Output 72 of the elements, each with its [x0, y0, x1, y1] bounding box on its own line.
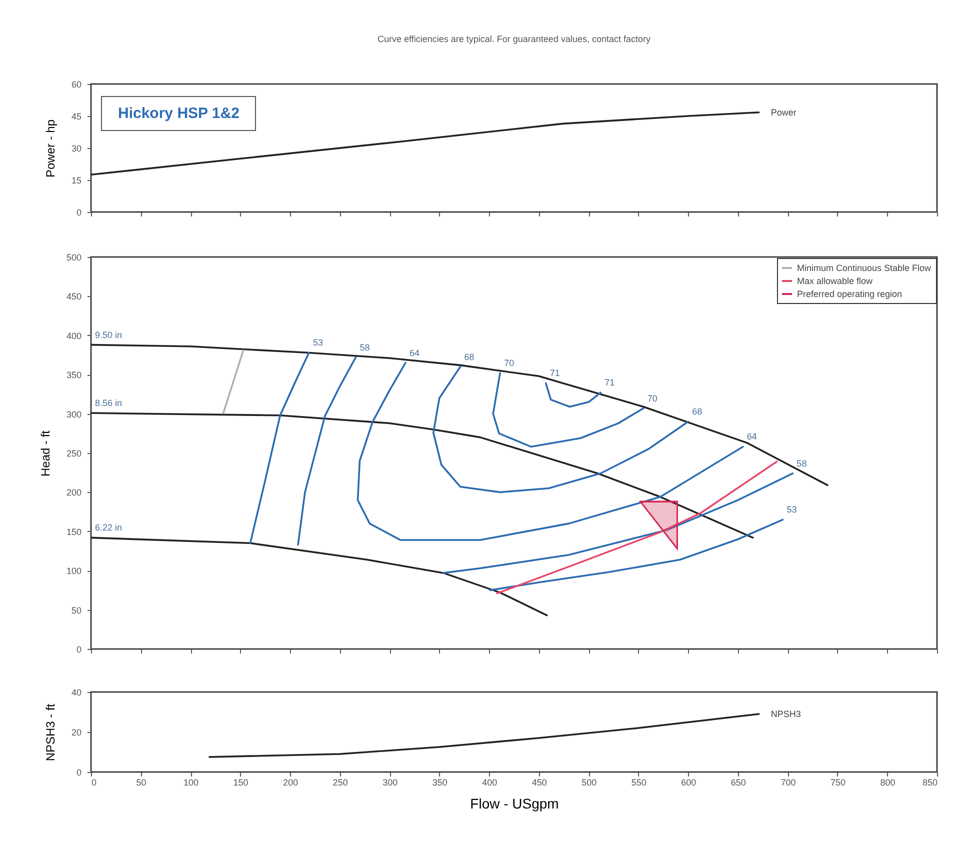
y-axis-title: Power - hp [43, 119, 58, 178]
y-tick-label: 250 [66, 448, 82, 458]
line-series [544, 382, 602, 408]
y-tick-label: 100 [66, 566, 82, 576]
y-tick-label: 0 [76, 644, 82, 654]
y-tick-label: 45 [71, 112, 82, 122]
line-series [297, 356, 357, 546]
x-tick-label: 650 [730, 778, 746, 788]
x-tick-label: 100 [184, 778, 199, 788]
y-tick-label: 200 [66, 488, 82, 498]
x-tick-label: 450 [532, 778, 547, 788]
annotation: 68 [464, 352, 474, 362]
y-tick-label: 40 [71, 688, 82, 698]
x-tick-label: 600 [681, 778, 696, 788]
annotation: 53 [312, 338, 323, 348]
x-tick-label: 0 [92, 778, 97, 788]
text-box: Hickory HSP 1&2 [101, 96, 256, 131]
line-series [356, 362, 744, 541]
annotation: 70 [504, 358, 514, 368]
annotation: 64 [746, 432, 757, 442]
annotation: 64 [410, 348, 420, 358]
line-series [249, 352, 310, 544]
y-axis-title: Head - ft [38, 430, 52, 477]
y-tick-label: 60 [71, 80, 82, 90]
line-series [208, 713, 760, 758]
y-tick-label: 50 [71, 605, 82, 616]
x-tick-label: 550 [631, 778, 646, 788]
y-tick-label: 450 [66, 292, 82, 302]
annotation: 58 [796, 458, 807, 468]
annotation: 6.22 in [95, 522, 122, 533]
annotation: 58 [360, 342, 370, 352]
y-axis-title: NPSH3 - ft [43, 703, 58, 762]
legend-label: Max allowable flow [797, 276, 874, 286]
line-series [432, 366, 690, 494]
line-series [489, 518, 784, 592]
x-axis-title: Flow - USgpm [470, 796, 559, 812]
x-tick-label: 750 [830, 778, 846, 788]
annotation: 53 [786, 504, 797, 515]
x-tick-label: 150 [233, 778, 248, 788]
x-tick-label: 700 [780, 778, 796, 788]
y-tick-label: 500 [66, 252, 82, 262]
y-tick-label: 350 [66, 370, 82, 380]
x-tick-label: 250 [332, 778, 348, 788]
series-label: Power [770, 107, 796, 118]
y-tick-label: 0 [76, 768, 82, 778]
annotation: 68 [692, 406, 702, 417]
y-tick-label: 20 [71, 728, 82, 738]
legend-label: Minimum Continuous Stable Flow [797, 263, 932, 273]
y-tick-label: 30 [71, 144, 82, 154]
x-tick-label: 300 [382, 778, 398, 788]
annotation: 9.50 in [95, 330, 122, 340]
annotation: 8.56 in [95, 398, 122, 408]
annotation: 71 [550, 368, 560, 378]
line-series [496, 460, 778, 594]
x-tick-label: 350 [432, 778, 448, 788]
series-label: NPSH3 [770, 709, 801, 719]
y-tick-label: 15 [71, 176, 82, 186]
y-tick-label: 150 [66, 526, 82, 537]
x-tick-label: 200 [283, 778, 298, 788]
line-series [91, 536, 548, 616]
chart-title: Curve efficiencies are typical. For guaranteed values, contact factory [378, 34, 651, 44]
annotation: 71 [604, 378, 615, 388]
x-tick-label: 850 [922, 778, 938, 788]
x-tick-label: 50 [136, 778, 146, 788]
y-tick-label: 400 [66, 330, 82, 341]
annotation: 70 [647, 393, 658, 404]
x-tick-label: 400 [482, 778, 498, 788]
y-tick-label: 0 [76, 208, 82, 218]
y-tick-label: 300 [66, 409, 82, 420]
x-tick-label: 500 [582, 778, 597, 788]
x-tick-label: 800 [880, 778, 896, 788]
legend-label: Preferred operating region [797, 289, 902, 299]
